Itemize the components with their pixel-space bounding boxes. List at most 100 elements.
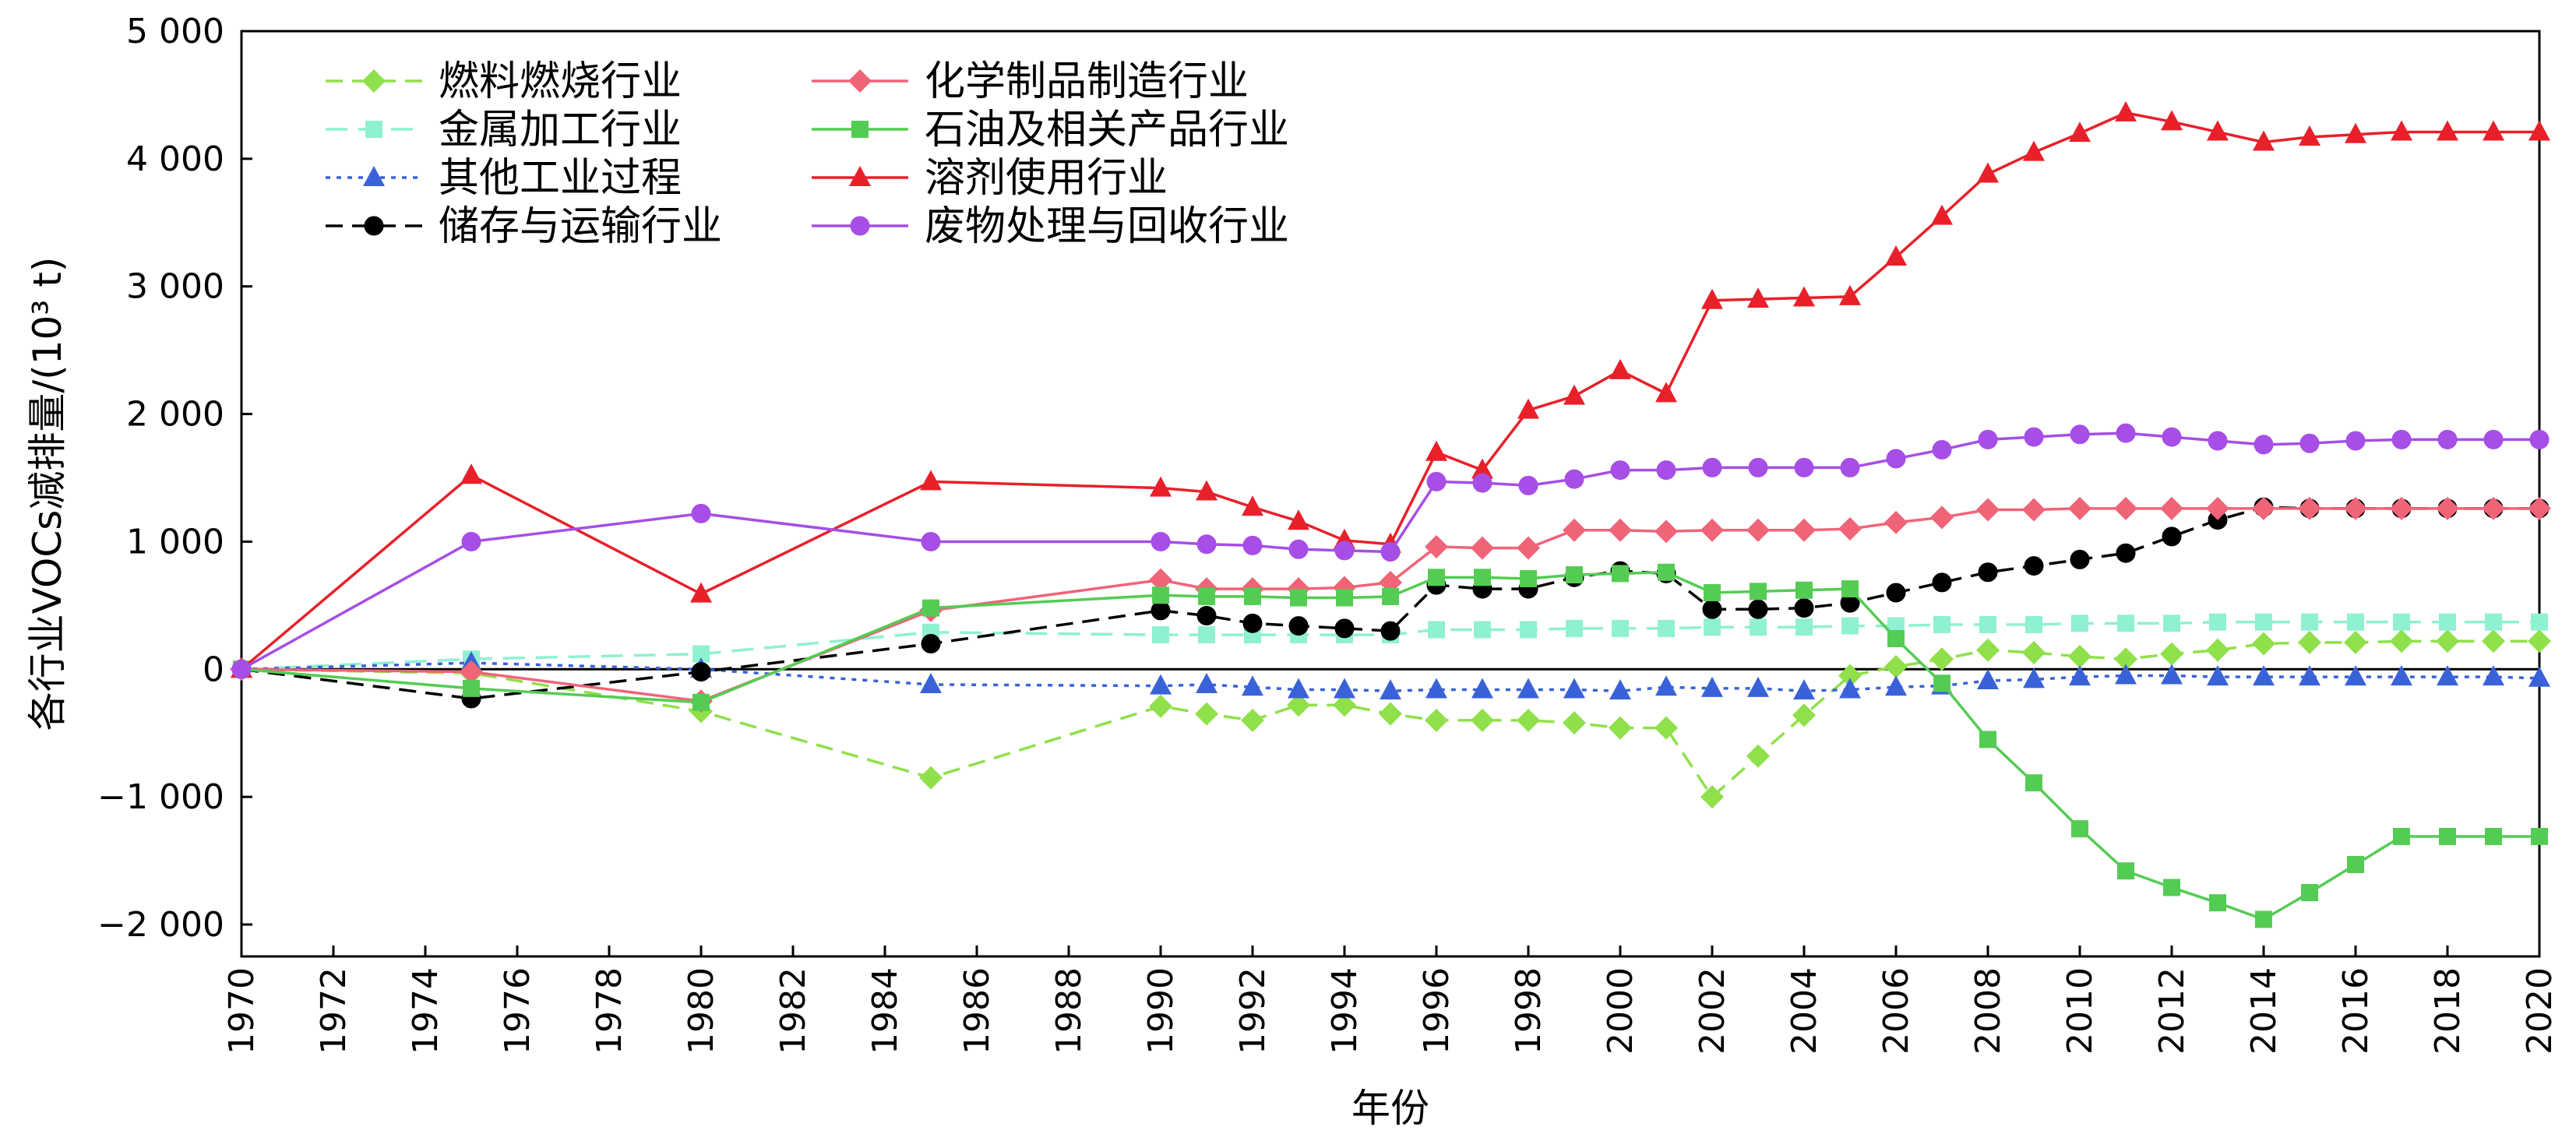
data-point [1382,587,1399,605]
series-layer [230,100,2551,928]
data-point [1792,703,1816,727]
series-4 [230,496,2551,713]
data-point [2253,130,2275,151]
data-point [2068,496,2091,520]
data-point [2022,498,2046,522]
data-point [231,659,252,679]
data-point [2115,664,2137,685]
data-point [1838,664,1862,688]
data-point [1838,517,1862,541]
x-tick-label: 1988 [1049,967,1089,1055]
legend-marker [365,121,382,138]
x-tick-label: 1998 [1509,967,1549,1055]
data-point [2161,664,2183,685]
x-tick-label: 2012 [2152,967,2192,1055]
data-point [1242,613,1263,633]
data-point [1380,679,1401,700]
legend-entry: 燃料燃烧行业 [326,58,682,105]
data-point [2162,427,2182,447]
data-point [2347,856,2364,874]
legend-entry: 石油及相关产品行业 [812,107,1289,153]
x-tick-label: 2010 [2060,967,2100,1055]
data-point [1932,572,1952,593]
data-point [2301,613,2318,631]
data-point [1884,510,1908,534]
data-point [2068,644,2091,668]
data-point [1152,626,1169,644]
data-point [2298,630,2321,654]
data-point [1747,287,1769,308]
data-point [1474,621,1491,639]
data-point [1518,475,1538,495]
data-point [2439,827,2456,845]
data-point [1196,534,1217,555]
data-point [2439,613,2456,631]
data-point [1472,473,1492,493]
data-point [2207,665,2229,686]
legend-marker [851,121,869,138]
data-point [2345,665,2366,686]
data-point [2114,496,2137,520]
data-point [1886,449,1906,469]
data-point [1333,693,1356,717]
data-point [2298,496,2321,520]
y-tick-label: −2 000 [97,905,224,945]
x-tick-label: 1976 [498,967,537,1055]
data-point [461,531,481,551]
data-point [2023,667,2045,688]
data-point [1976,638,2000,662]
data-point [2024,427,2044,447]
data-point [2070,424,2090,445]
data-point [2022,641,2046,665]
legend-marker [849,166,871,186]
data-point [1887,629,1905,647]
data-point [1933,615,1951,633]
data-point [1704,583,1721,601]
legend-label: 储存与运输行业 [439,203,722,250]
data-point [1244,587,1261,605]
x-tick-label: 2020 [2520,967,2560,1055]
data-point [1474,569,1491,586]
data-point [2117,862,2134,880]
data-point [1885,675,1907,696]
data-point [2254,435,2274,455]
data-point [1841,580,1859,598]
x-tick-label: 1992 [1233,967,1273,1055]
y-tick-label: 2 000 [126,395,224,435]
data-point [1793,679,1815,700]
data-point [1517,708,1540,732]
x-tick-label: 1990 [1141,967,1181,1055]
data-point [1380,621,1401,641]
data-point [2253,665,2275,686]
data-point [1288,539,1309,559]
data-point [2023,140,2045,161]
data-point [1704,618,1721,636]
data-point [1655,382,1677,403]
y-tick-label: 1 000 [126,522,224,562]
data-point [1149,568,1172,592]
data-point [2528,629,2551,653]
legend-marker [848,69,872,93]
data-point [1195,702,1218,726]
data-point [1517,398,1539,419]
x-tick-label: 1978 [590,967,629,1055]
data-point [1884,655,1908,679]
data-point [2114,647,2137,671]
data-point [1750,618,1767,636]
data-point [2069,121,2091,143]
legend-label: 溶剂使用行业 [925,155,1168,202]
legend-entry: 储存与运输行业 [326,203,722,250]
data-point [1288,678,1309,699]
data-point [1425,678,1447,699]
data-point [1563,384,1585,405]
y-tick-label: 4 000 [126,139,224,179]
data-point [1196,605,1217,625]
data-point [1149,694,1172,718]
data-point [1428,621,1445,639]
series-6 [231,100,2550,678]
legend-entry: 废物处理与回收行业 [812,203,1289,250]
data-point [1288,509,1309,530]
legend-label: 燃料燃烧行业 [439,58,682,105]
data-point [1702,457,1722,477]
data-point [1978,429,1998,449]
